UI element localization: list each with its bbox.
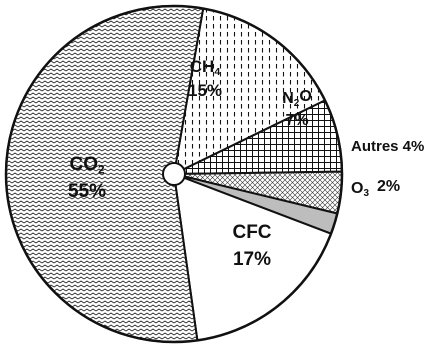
slice-value-ch4: 15%: [188, 81, 222, 100]
pie-outline: [4, 4, 344, 344]
slice-value-co2: 55%: [68, 181, 106, 202]
slice-label-n2o: N2O: [282, 88, 312, 109]
slice-label-ch4: CH4: [190, 57, 221, 78]
slice-label-o3: O3 2%: [351, 178, 400, 199]
pie-center-hole: [162, 162, 186, 186]
slice-value-cfc: 17%: [233, 249, 271, 270]
slice-label-autres: Autres 4%: [351, 138, 424, 155]
slice-value-n2o: 7%: [285, 112, 308, 129]
slice-label-cfc: CFC: [232, 222, 271, 243]
slice-label-co2: CO2: [69, 154, 105, 177]
